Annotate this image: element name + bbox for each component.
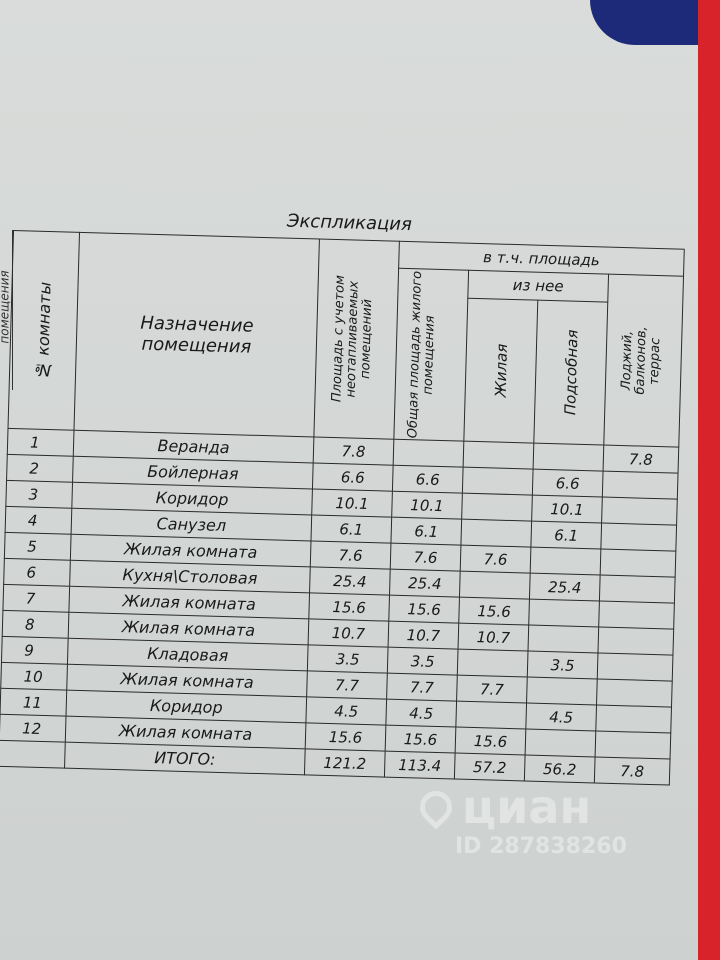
- header-area-total: Площадь с учетом неотапливаемых помещени…: [313, 239, 400, 440]
- cell-aux: [528, 599, 600, 627]
- cell-aux: [533, 443, 604, 472]
- total-living: 57.2: [454, 753, 526, 781]
- document-sheet: [0, 0, 700, 960]
- cell-total: 15.6: [385, 725, 456, 754]
- cell-living: [461, 493, 533, 522]
- cell-area: 7.6: [310, 540, 391, 570]
- cell-area: 7.7: [306, 670, 388, 700]
- cell-loggia: [599, 575, 676, 604]
- cell-loggia: [597, 652, 673, 682]
- total-living-total: 113.4: [384, 751, 456, 780]
- cell-total: 6.6: [392, 465, 464, 494]
- cell-n: 1: [7, 428, 74, 457]
- cell-total: 7.6: [390, 543, 461, 572]
- cell-total: 25.4: [389, 569, 461, 598]
- header-of-which: из нее: [467, 270, 609, 302]
- cell-loggia: [595, 730, 671, 760]
- cell-area: 15.6: [308, 592, 390, 622]
- cell-total: 15.6: [388, 595, 460, 624]
- cell-n: 3: [5, 480, 73, 509]
- cell-loggia: [600, 549, 676, 578]
- cell-aux: [526, 677, 598, 705]
- cell-n: 9: [1, 636, 69, 665]
- header-living: Жилая: [463, 297, 538, 444]
- location-pin-icon: [413, 784, 459, 830]
- cell-aux: 3.5: [527, 651, 598, 679]
- cell-loggia: [596, 678, 673, 708]
- cell-aux: [530, 547, 601, 576]
- cell-loggia: [595, 704, 672, 734]
- cell-n: 11: [0, 688, 67, 717]
- cell-area: 15.6: [305, 722, 386, 752]
- cian-watermark: циан ID 287838260: [413, 780, 627, 859]
- cell-n: 5: [4, 532, 72, 561]
- cell-aux: 6.6: [532, 469, 604, 498]
- cell-living: 15.6: [458, 597, 530, 626]
- cell-total: 3.5: [387, 647, 459, 676]
- cell-n: 6: [3, 558, 71, 587]
- cell-area: 3.5: [307, 644, 389, 674]
- cell-n: 7: [2, 584, 70, 613]
- cell-aux: 10.1: [531, 495, 603, 524]
- cell-living: [463, 441, 534, 470]
- cell-n: 4: [5, 506, 72, 535]
- cell-total: 4.5: [385, 699, 457, 728]
- cell-area: 10.1: [311, 488, 393, 518]
- cell-n: 8: [2, 610, 69, 639]
- cell-loggia: [600, 523, 677, 552]
- cell-living: 10.7: [458, 623, 529, 652]
- cell-loggia: 7.8: [603, 445, 679, 474]
- explication-table-wrap: Экспликация № комнаты Назначение помещен…: [0, 196, 686, 786]
- cell-living: 7.6: [460, 545, 531, 574]
- cell-living: 7.7: [456, 675, 528, 704]
- cell-living: [459, 571, 531, 600]
- cell-loggia: [598, 601, 675, 630]
- cell-area: 4.5: [305, 696, 387, 726]
- adjacent-table-edge: помещения: [0, 230, 13, 390]
- cell-area: 25.4: [309, 566, 391, 596]
- header-purpose: Назначение помещения: [73, 232, 320, 437]
- cell-area: 6.1: [310, 514, 392, 544]
- cell-n: 2: [6, 454, 74, 483]
- cell-n: 10: [0, 662, 68, 691]
- explication-table: Экспликация № комнаты Назначение помещен…: [0, 196, 686, 786]
- header-number: № комнаты: [8, 230, 80, 431]
- header-living-total: Общая площадь жилого помещения: [393, 268, 469, 442]
- cell-aux: 6.1: [530, 521, 602, 550]
- cell-aux: [527, 625, 599, 653]
- cell-area: 7.8: [313, 436, 394, 466]
- cell-loggia: [597, 626, 674, 656]
- cell-living: [457, 649, 528, 678]
- cell-aux: [525, 728, 596, 757]
- cell-aux: 25.4: [529, 573, 601, 602]
- cell-living: [462, 467, 534, 496]
- cell-total: [393, 439, 464, 468]
- total-area: 121.2: [304, 748, 386, 778]
- cell-n: 12: [0, 714, 66, 743]
- background-surface: [698, 0, 720, 960]
- cell-area: 10.7: [308, 618, 389, 648]
- cell-area: 6.6: [312, 462, 394, 492]
- cell-aux: 4.5: [525, 703, 597, 731]
- cell-total: 7.7: [386, 673, 458, 702]
- cell-living: [455, 701, 527, 729]
- cell-loggia: [602, 471, 679, 500]
- cell-living: 15.6: [455, 727, 526, 755]
- cell-total: 6.1: [390, 517, 462, 546]
- header-auxiliary: Подсобная: [533, 299, 608, 446]
- cell-total: 10.1: [391, 491, 463, 520]
- header-loggia: Лоджий, балконов, террас: [603, 274, 684, 448]
- cell-total: 10.7: [388, 621, 459, 650]
- total-aux: 56.2: [524, 754, 596, 783]
- cell-loggia: [601, 497, 678, 526]
- cell-living: [460, 519, 532, 548]
